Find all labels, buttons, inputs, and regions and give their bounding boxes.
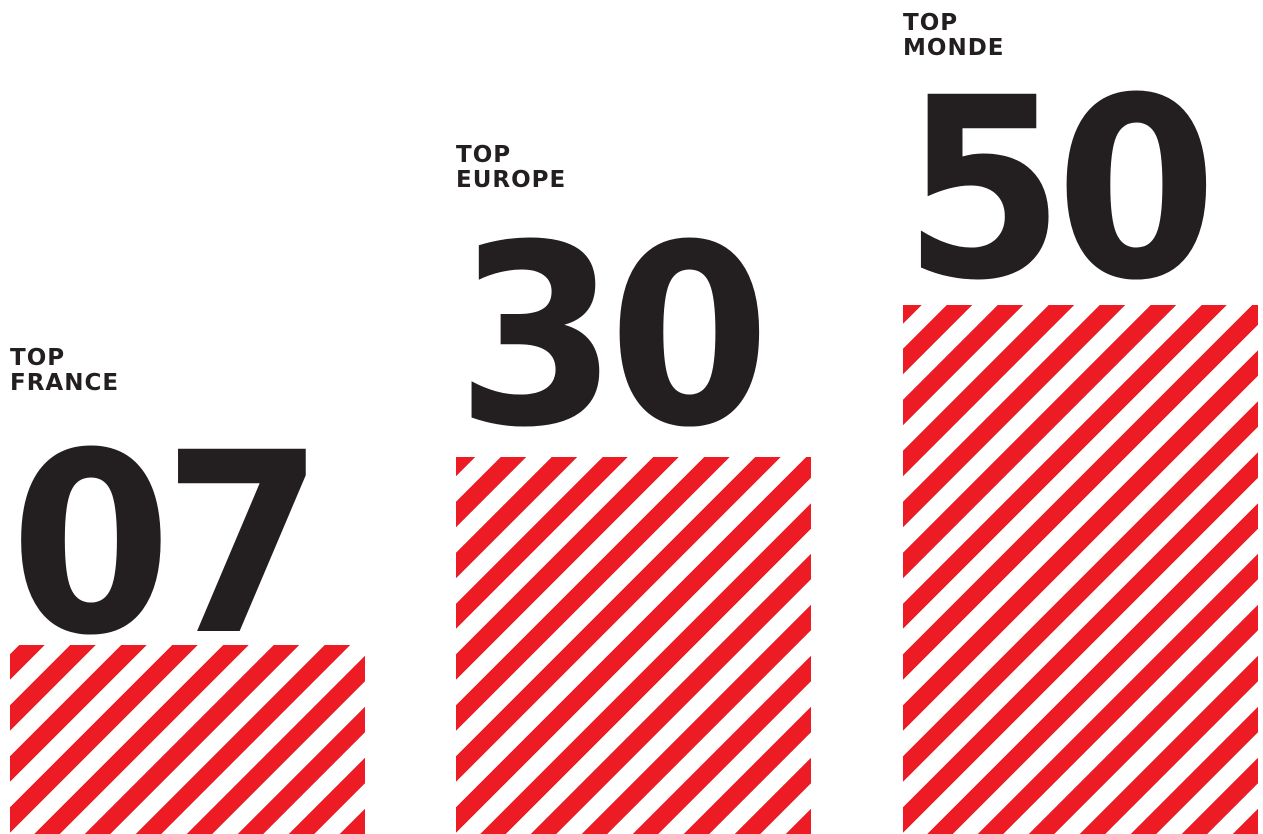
label-line-2: MONDE (903, 35, 1005, 61)
category-label-france: TOP FRANCE (10, 346, 119, 396)
bar-france (10, 645, 365, 834)
label-line-2: EUROPE (456, 167, 567, 193)
value-label-europe: 30 (456, 191, 770, 482)
bar-group-europe: TOP EUROPE 30 (456, 0, 811, 834)
value-label-france: 07 (10, 399, 324, 690)
bar-europe (456, 457, 811, 834)
bar-group-france: TOP FRANCE 07 (10, 0, 365, 834)
label-line-1: TOP (10, 345, 66, 371)
category-label-monde: TOP MONDE (903, 11, 1005, 61)
label-line-2: FRANCE (10, 370, 120, 396)
category-label-europe: TOP EUROPE (456, 143, 566, 193)
label-line-1: TOP (456, 142, 512, 168)
bar-monde (903, 305, 1258, 834)
bar-group-monde: TOP MONDE 50 (903, 0, 1258, 834)
label-line-1: TOP (903, 10, 959, 36)
value-label-monde: 50 (903, 44, 1217, 335)
